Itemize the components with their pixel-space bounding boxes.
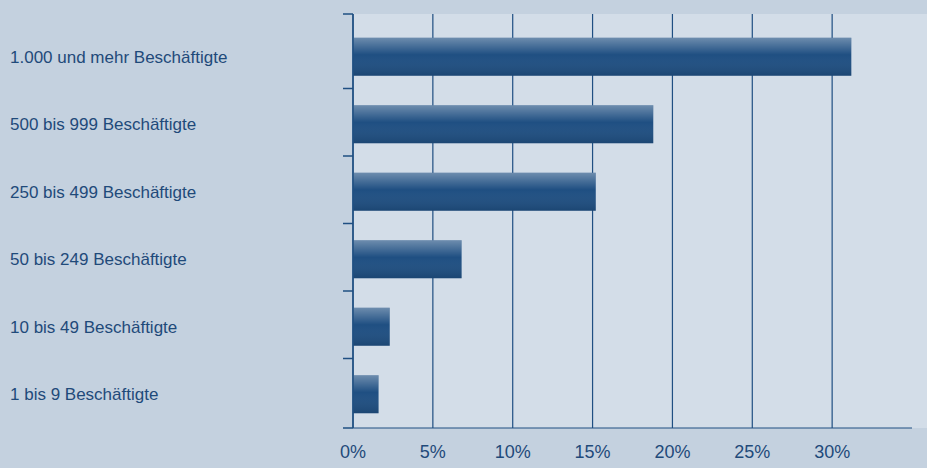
category-label: 1.000 und mehr Beschäftigte (10, 48, 227, 67)
bar (353, 38, 851, 76)
y-axis (352, 14, 354, 428)
axis-tick (343, 358, 353, 360)
grid-line (432, 14, 433, 428)
tick-label: 10% (495, 442, 531, 462)
bar (353, 308, 390, 346)
grid-line (512, 14, 513, 428)
tick-label: 15% (575, 442, 611, 462)
chart: 0% 5% 10% 15% 20% 25% 30% 1.000 und mehr Beschä… (0, 0, 927, 468)
axis-tick (343, 155, 353, 157)
category-label: 50 bis 249 Beschäftigte (10, 250, 187, 269)
bar-shading (353, 38, 851, 76)
bar (353, 173, 596, 211)
grid-line (752, 14, 753, 428)
grid-line (352, 14, 353, 428)
axis-tick (343, 223, 353, 225)
tick-label: 5% (420, 442, 446, 462)
x-axis (353, 428, 912, 429)
tick-label: 20% (654, 442, 690, 462)
category-label: 500 bis 999 Beschäftigte (10, 115, 196, 134)
tick-label: 25% (734, 442, 770, 462)
axis-tick (343, 427, 353, 429)
bars (353, 38, 851, 414)
tick-label: 30% (814, 442, 850, 462)
bar (353, 105, 653, 143)
axis-tick (343, 290, 353, 292)
bar (353, 240, 462, 278)
plot-background (353, 14, 927, 428)
bar-shading (353, 105, 653, 143)
axis-tick (343, 13, 353, 15)
bar-shading (353, 375, 379, 413)
grid-line (592, 14, 593, 428)
category-label: 10 bis 49 Beschäftigte (10, 318, 177, 337)
grid-line (832, 14, 833, 428)
axis-tick (343, 88, 353, 90)
bar-shading (353, 240, 462, 278)
tick-label: 0% (340, 442, 366, 462)
category-label: 250 bis 499 Beschäftigte (10, 183, 196, 202)
bar (353, 375, 379, 413)
grid-line (672, 14, 673, 428)
bar-shading (353, 308, 390, 346)
category-label: 1 bis 9 Beschäftigte (10, 385, 158, 404)
bar-shading (353, 173, 596, 211)
